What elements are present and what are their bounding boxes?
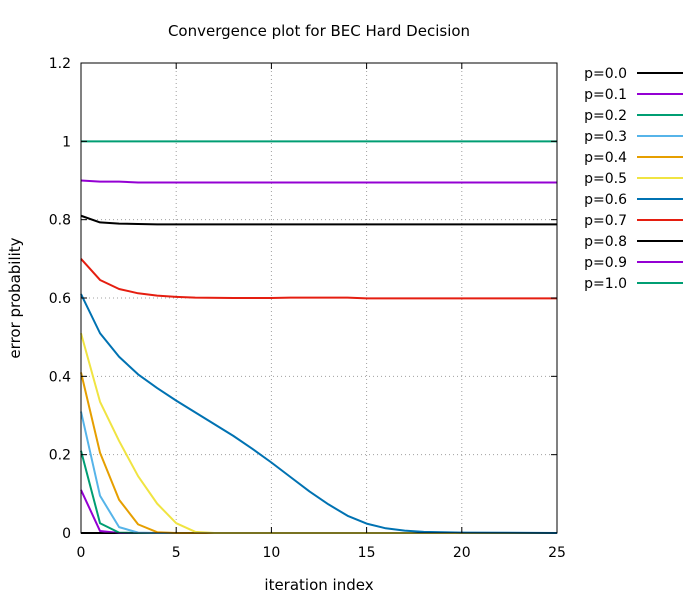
series-line-p=0.5 bbox=[80, 332, 557, 534]
series-line-p=0.6 bbox=[80, 293, 558, 534]
x-tick-label: 20 bbox=[453, 545, 471, 561]
series-line-p=0.8 bbox=[80, 214, 557, 226]
legend-label: p=0.5 bbox=[584, 171, 627, 187]
x-axis-label: iteration index bbox=[264, 576, 373, 594]
y-axis-label: error probability bbox=[6, 237, 24, 358]
y-tick-label: 1 bbox=[62, 134, 71, 150]
legend-label: p=0.0 bbox=[584, 66, 627, 82]
series-line-p=0.7 bbox=[80, 258, 557, 300]
legend-label: p=0.2 bbox=[584, 108, 627, 124]
y-tick-label: 0.4 bbox=[49, 369, 71, 385]
axis-ticks: 0 5 10 15 20 25 0 0.2 0.4 0.6 0.8 1 1.2 bbox=[49, 56, 566, 561]
legend-label: p=0.9 bbox=[584, 255, 627, 271]
x-tick-label: 5 bbox=[172, 545, 181, 561]
x-tick-label: 25 bbox=[548, 545, 566, 561]
legend-label: p=0.3 bbox=[584, 129, 627, 145]
x-tick-label: 10 bbox=[262, 545, 280, 561]
series-line-p=0.3 bbox=[80, 411, 557, 534]
y-tick-label: 0.8 bbox=[49, 213, 71, 229]
x-tick-label: 15 bbox=[358, 545, 376, 561]
legend: p=0.0 p=0.1 p=0.2 p=0.3 p=0.4 p=0.5 p=0.6 p=0.7… bbox=[584, 66, 683, 292]
series-line-p=0.4 bbox=[80, 372, 557, 534]
legend-label: p=0.4 bbox=[584, 150, 627, 166]
x-tick-label: 0 bbox=[77, 545, 86, 561]
legend-label: p=0.6 bbox=[584, 192, 627, 208]
legend-label: p=0.1 bbox=[584, 87, 627, 103]
series-lines bbox=[80, 140, 558, 534]
legend-label: p=1.0 bbox=[584, 276, 627, 292]
y-tick-label: 0.2 bbox=[49, 448, 71, 464]
y-tick-label: 0 bbox=[62, 526, 71, 542]
legend-label: p=0.8 bbox=[584, 234, 627, 250]
chart-title: Convergence plot for BEC Hard Decision bbox=[168, 22, 470, 40]
y-tick-label: 1.2 bbox=[49, 56, 71, 72]
y-tick-label: 0.6 bbox=[49, 291, 71, 307]
series-line-p=0.2 bbox=[80, 450, 557, 534]
series-line-p=0.9 bbox=[80, 179, 557, 184]
legend-label: p=0.7 bbox=[584, 213, 627, 229]
